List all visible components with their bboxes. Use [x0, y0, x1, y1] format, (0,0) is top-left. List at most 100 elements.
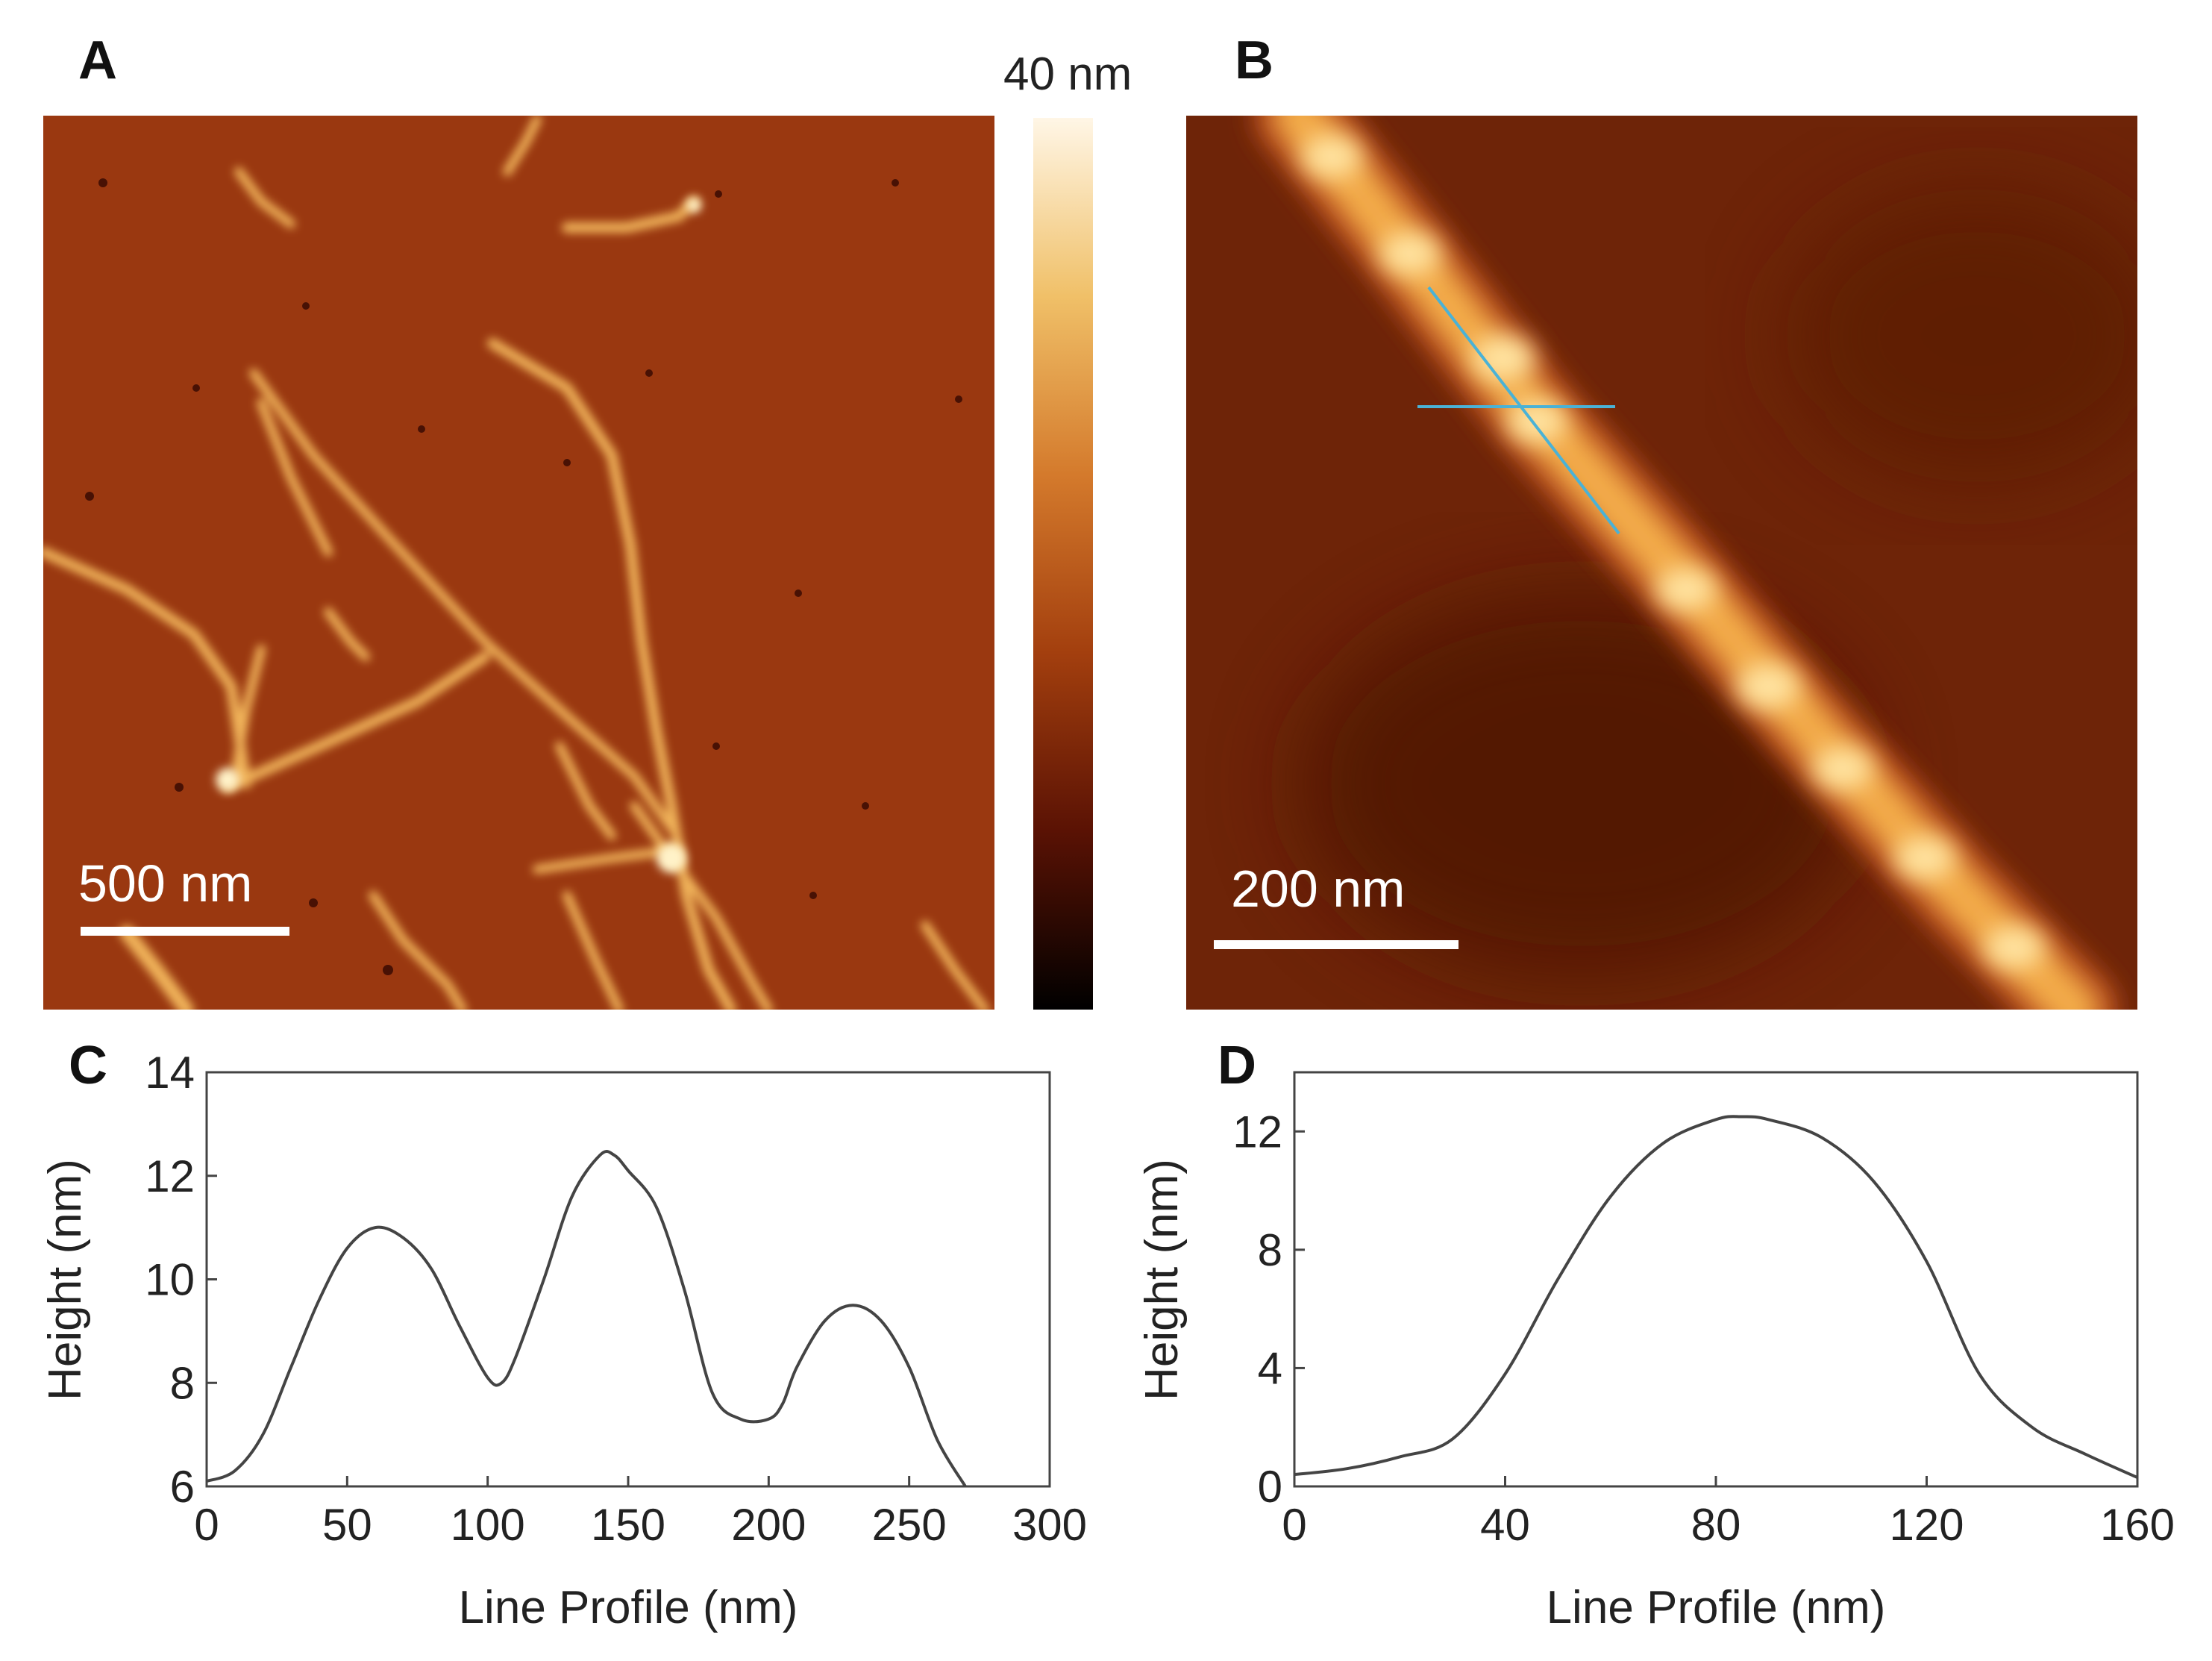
substrate-a: [43, 116, 994, 1010]
pit: [302, 302, 310, 310]
fibril: [231, 645, 266, 781]
fibril: [43, 547, 251, 789]
plot-frame-c: [205, 1071, 1051, 1488]
pit: [862, 802, 869, 810]
afm-image-a: [43, 116, 994, 1010]
fibril: [257, 398, 333, 557]
ticks-d: 0 40 80 120 160 0 4 8 12: [1232, 1107, 2175, 1550]
plot-c: 0 50 100 150 200 250 300 6 8 10 12 14 Line Profile …: [40, 1048, 1087, 1633]
pit: [85, 492, 94, 501]
fibril: [119, 925, 194, 1010]
y-tick-label: 14: [145, 1048, 195, 1098]
fibril: [921, 921, 989, 1010]
y-tick-label: 8: [1258, 1225, 1282, 1275]
pit: [712, 742, 720, 750]
nodule: [1507, 401, 1567, 442]
x-tick-label: 0: [1282, 1500, 1306, 1550]
scale-bar-b: [1214, 940, 1459, 949]
fibril: [555, 742, 616, 840]
x-tick-label: 300: [1012, 1500, 1087, 1550]
nodule: [1813, 748, 1873, 789]
nodule: [1656, 569, 1716, 610]
x-tick-label: 150: [591, 1500, 665, 1550]
pit: [892, 179, 899, 187]
colorbar-max-label: 40 nm: [1003, 49, 1132, 100]
scale-bar-label-a: 500 nm: [78, 854, 252, 913]
fibril: [249, 369, 676, 833]
fibril: [234, 167, 295, 228]
x-tick-label: 40: [1480, 1500, 1530, 1550]
x-tick-label: 100: [451, 1500, 525, 1550]
x-tick-label: 50: [322, 1500, 372, 1550]
nodule: [1895, 837, 1955, 879]
fibril-nodules-b: [1302, 136, 2044, 969]
fibril: [563, 891, 624, 1010]
scale-bar-label-b: 200 nm: [1231, 860, 1405, 918]
panel-letter-d: D: [1218, 1036, 1256, 1095]
fibril: [503, 116, 542, 176]
nodule: [1302, 136, 1362, 178]
nodule: [1380, 233, 1440, 275]
panel-letter-c: C: [69, 1036, 107, 1095]
nodule: [1984, 927, 2044, 969]
x-axis-label-d: Line Profile (nm): [1547, 1582, 1886, 1633]
pits-a: [85, 178, 962, 975]
x-axis-label-c: Line Profile (nm): [459, 1582, 798, 1633]
y-tick-label: 4: [1258, 1343, 1282, 1393]
fibril: [324, 607, 370, 661]
pit: [175, 783, 184, 792]
fibril: [222, 651, 490, 792]
profile-line-d: [1294, 1115, 2138, 1479]
pit: [192, 384, 200, 392]
plot-d: 0 40 80 120 160 0 4 8 12 Line Profile (nm) Heigh…: [1136, 1071, 2175, 1633]
y-axis-label-c: Height (nm): [40, 1159, 91, 1401]
y-tick-label: 12: [1232, 1107, 1282, 1157]
bright-spot: [657, 843, 686, 873]
profile-line-diagonal: [1427, 286, 1620, 535]
pit: [418, 425, 425, 433]
fibril: [369, 891, 467, 1010]
x-tick-label: 0: [194, 1500, 219, 1550]
pit: [309, 898, 318, 907]
panel-letter-a: A: [78, 31, 117, 90]
pit: [955, 395, 962, 403]
bright-spot: [686, 198, 701, 213]
fibril: [562, 196, 699, 233]
y-tick-label: 12: [145, 1151, 195, 1201]
y-tick-label: 0: [1258, 1462, 1282, 1512]
nodule: [1737, 664, 1799, 709]
dark-region: [1783, 187, 2137, 485]
y-axis-label-d: Height (nm): [1136, 1159, 1188, 1401]
fibril: [533, 846, 676, 874]
x-tick-label: 250: [872, 1500, 947, 1550]
nodule: [1472, 336, 1535, 381]
plot-frame-d: [1293, 1071, 2139, 1488]
pit: [98, 178, 107, 187]
x-tick-label: 80: [1691, 1500, 1741, 1550]
y-tick-label: 6: [170, 1462, 195, 1512]
bright-spot: [216, 768, 239, 792]
y-tick-label: 8: [170, 1358, 195, 1408]
x-tick-label: 200: [731, 1500, 806, 1550]
fibril: [630, 801, 773, 1010]
fibril-highlights-a: [216, 198, 701, 873]
y-tick-label: 10: [145, 1255, 195, 1305]
pit: [715, 190, 722, 198]
pit: [809, 892, 817, 899]
fibril: [487, 338, 736, 1010]
x-tick-label: 160: [2100, 1500, 2175, 1550]
pit: [383, 965, 393, 975]
pit: [795, 589, 802, 597]
panel-letter-b: B: [1235, 31, 1273, 90]
scale-bar-a: [81, 927, 289, 936]
pit: [563, 459, 571, 466]
x-tick-label: 120: [1889, 1500, 1964, 1550]
colorbar: [1033, 118, 1093, 1010]
profile-line-c: [206, 1150, 967, 1488]
pit: [645, 369, 653, 377]
afm-image-b: [1186, 116, 2137, 1010]
profile-lines-b: [1417, 286, 1620, 535]
fibrils-a: [43, 116, 989, 1010]
ticks-c: 0 50 100 150 200 250 300 6 8 10 12 14: [145, 1048, 1087, 1550]
